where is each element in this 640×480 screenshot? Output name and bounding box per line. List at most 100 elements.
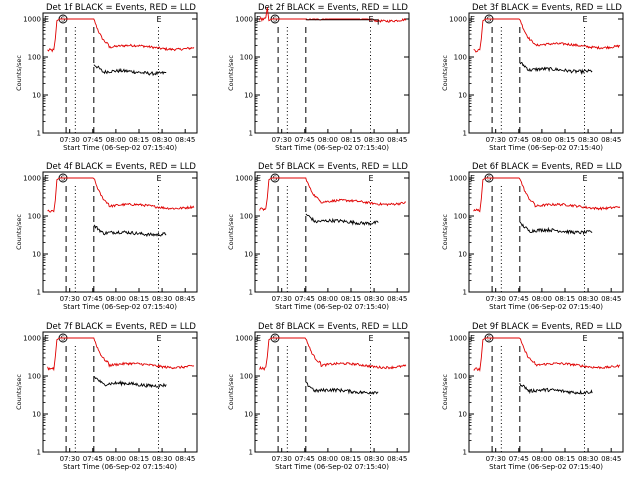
circle-marker-label: S	[61, 16, 66, 24]
panel-1: Det 1f BLACK = Events, RED = LLD 1 10 100 10…	[15, 3, 198, 152]
plot-frame	[254, 331, 410, 453]
y-tick-label: 1000	[235, 175, 253, 183]
start-marker-label: E	[256, 174, 261, 183]
y-tick-label: 10	[458, 251, 467, 259]
y-tick-label: 1000	[235, 16, 253, 24]
circle-marker-label: S	[487, 335, 492, 343]
y-axis-label: Counts/sec	[15, 374, 23, 410]
plot-frame	[42, 12, 198, 134]
y-tick-label: 100	[28, 54, 41, 62]
x-tick-label: 08:15	[341, 455, 361, 463]
y-tick-label: 1000	[235, 335, 253, 343]
plot-frame	[468, 12, 624, 134]
events-series-line	[93, 224, 167, 238]
panel-title: Det 1f BLACK = Events, RED = LLD	[46, 3, 196, 13]
events-series-line	[305, 19, 379, 25]
y-tick-label: 100	[454, 54, 467, 62]
circle-marker-label: S	[487, 175, 492, 183]
y-tick-label: 10	[244, 251, 253, 259]
x-tick-label: 07:30	[60, 295, 80, 303]
panel-title: Det 2f BLACK = Events, RED = LLD	[258, 3, 408, 13]
x-tick-label: 08:30	[152, 455, 172, 463]
y-axis-label: Counts/sec	[15, 55, 23, 91]
panel-title: Det 9f BLACK = Events, RED = LLD	[472, 322, 622, 332]
x-tick-label: 08:45	[175, 295, 195, 303]
x-tick-label: 08:30	[364, 455, 384, 463]
circle-marker-label: S	[273, 16, 278, 24]
panel-3: Det 3f BLACK = Events, RED = LLD 1 10 100 10…	[441, 3, 624, 152]
end-marker-label: E	[157, 334, 162, 343]
plot-frame	[468, 331, 624, 453]
plot-frame	[42, 171, 198, 293]
x-tick-label: 08:15	[341, 136, 361, 144]
x-tick-label: 07:45	[509, 136, 529, 144]
start-marker-label: E	[256, 15, 261, 24]
x-tick-label: 07:30	[60, 455, 80, 463]
lld-series-line	[473, 177, 621, 213]
x-tick-label: 08:00	[318, 295, 338, 303]
end-marker-label: E	[369, 174, 374, 183]
circle-marker-label: S	[487, 16, 492, 24]
y-tick-label: 1000	[23, 16, 41, 24]
y-tick-label: 10	[32, 251, 41, 259]
x-tick-label: 08:00	[318, 455, 338, 463]
y-tick-label: 1	[463, 289, 467, 297]
start-marker-label: E	[470, 334, 475, 343]
y-tick-label: 1	[249, 130, 253, 138]
x-axis-label: Start Time (06-Sep-02 07:15:40)	[63, 303, 177, 311]
plot-frame	[254, 12, 410, 134]
panel-8: Det 8f BLACK = Events, RED = LLD 1 10 100 10…	[227, 322, 410, 471]
plot-frame	[42, 331, 198, 453]
y-axis-label: Counts/sec	[15, 214, 23, 250]
events-series-line	[519, 61, 593, 75]
x-tick-label: 08:15	[129, 295, 149, 303]
panel-7: Det 7f BLACK = Events, RED = LLD 1 10 100 10…	[15, 322, 198, 471]
x-tick-label: 08:15	[129, 136, 149, 144]
y-tick-label: 10	[32, 411, 41, 419]
x-tick-label: 08:45	[387, 455, 407, 463]
x-tick-label: 07:30	[60, 136, 80, 144]
panel-9: Det 9f BLACK = Events, RED = LLD 1 10 100 10…	[441, 322, 624, 471]
x-tick-label: 07:30	[486, 295, 506, 303]
x-tick-label: 08:15	[555, 136, 575, 144]
y-tick-label: 100	[240, 54, 253, 62]
panel-4: Det 4f BLACK = Events, RED = LLD 1 10 100 10…	[15, 162, 198, 311]
y-axis-label: Counts/sec	[441, 374, 449, 410]
circle-marker-label: S	[273, 175, 278, 183]
x-axis-label: Start Time (06-Sep-02 07:15:40)	[63, 463, 177, 471]
events-series-line	[305, 213, 379, 226]
plot-frame	[468, 171, 624, 293]
y-tick-label: 10	[244, 411, 253, 419]
events-series-line	[93, 64, 167, 77]
y-tick-label: 1	[463, 449, 467, 457]
x-tick-label: 07:45	[295, 455, 315, 463]
x-tick-label: 08:00	[532, 455, 552, 463]
panel-title: Det 3f BLACK = Events, RED = LLD	[472, 3, 622, 13]
x-tick-label: 08:30	[364, 295, 384, 303]
lld-series-line	[47, 337, 195, 372]
y-tick-label: 100	[28, 373, 41, 381]
lld-series-line	[47, 177, 195, 213]
x-tick-label: 07:45	[509, 455, 529, 463]
y-tick-label: 1000	[23, 175, 41, 183]
end-marker-label: E	[583, 174, 588, 183]
y-tick-label: 1000	[23, 335, 41, 343]
circle-marker-label: S	[61, 175, 66, 183]
x-tick-label: 08:45	[175, 136, 195, 144]
x-tick-label: 07:30	[486, 455, 506, 463]
x-tick-label: 08:00	[106, 136, 126, 144]
y-tick-label: 1	[37, 289, 41, 297]
x-tick-label: 07:30	[272, 136, 292, 144]
circle-marker-label: S	[273, 335, 278, 343]
x-tick-label: 08:15	[555, 455, 575, 463]
lld-series-line	[473, 18, 621, 53]
end-marker-label: E	[157, 15, 162, 24]
x-tick-label: 08:45	[387, 136, 407, 144]
x-tick-label: 08:00	[532, 136, 552, 144]
y-tick-label: 1000	[449, 175, 467, 183]
y-tick-label: 1	[37, 130, 41, 138]
x-tick-label: 08:45	[601, 455, 621, 463]
x-tick-label: 08:15	[555, 295, 575, 303]
